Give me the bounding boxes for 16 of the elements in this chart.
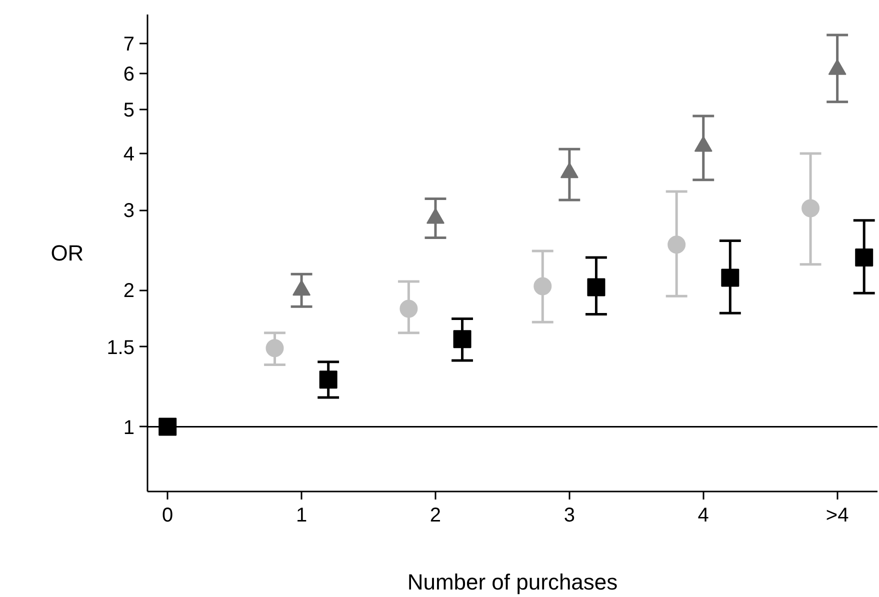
- y-tick-label: 4: [123, 144, 134, 166]
- y-tick-label: 1: [123, 416, 134, 439]
- y-tick-label: 7: [123, 33, 134, 56]
- x-tick-label: 3: [564, 504, 575, 526]
- x-tick-label: 1: [296, 504, 308, 526]
- y-tick-label: 3: [123, 200, 134, 222]
- y-tick-label: 2: [123, 280, 134, 302]
- y-tick-label: 5: [123, 100, 134, 122]
- y-tick-label: 6: [123, 64, 134, 86]
- x-tick-label: 0: [162, 504, 174, 526]
- y-tick-label: 1.5: [106, 336, 135, 359]
- x-tick-label: >4: [826, 504, 849, 526]
- x-tick-label: 2: [430, 504, 442, 526]
- y-axis-title: OR: [50, 240, 84, 266]
- x-tick-label: 4: [698, 504, 709, 526]
- x-axis-title: Number of purchases: [407, 570, 618, 594]
